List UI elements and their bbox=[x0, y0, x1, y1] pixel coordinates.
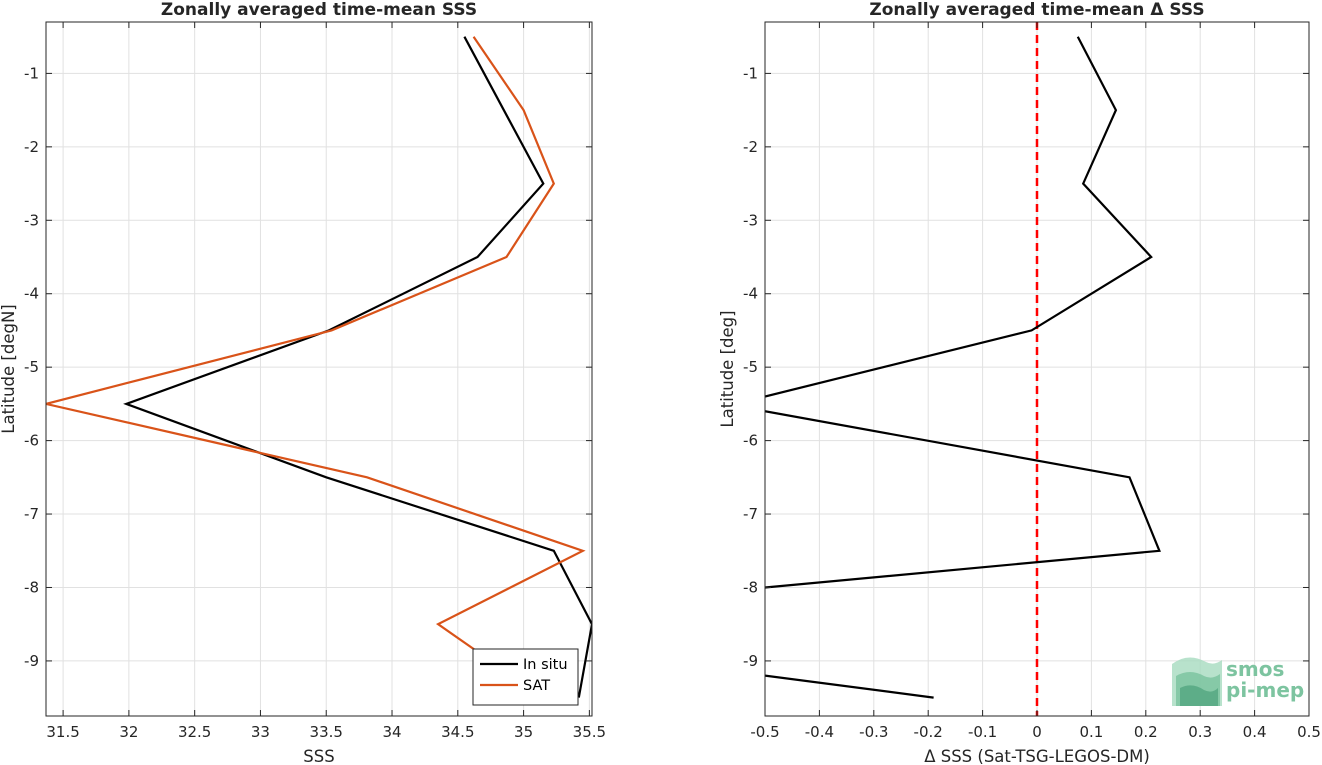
x-tick-label: -0.5 bbox=[750, 723, 779, 741]
x-tick-label: 35 bbox=[514, 723, 533, 741]
x-tick-label: 0 bbox=[1032, 723, 1042, 741]
x-tick-label: -0.2 bbox=[914, 723, 943, 741]
x-tick-label: 0.2 bbox=[1134, 723, 1158, 741]
y-tick-label: -5 bbox=[24, 358, 39, 376]
y-tick-label: -5 bbox=[743, 358, 758, 376]
y-tick-label: -9 bbox=[24, 652, 39, 670]
x-tick-label: 33.5 bbox=[310, 723, 343, 741]
sss-profile-chart: 31.5 32 32.5 33 33.5 34 34.5 35 35.5 -9 -8 -7 -6 -5 -4… bbox=[0, 0, 606, 765]
y-axis-label: Latitude [deg] bbox=[718, 310, 737, 427]
y-tick-label: -7 bbox=[24, 505, 39, 523]
x-tick-label: 34 bbox=[382, 723, 401, 741]
legend-label: SAT bbox=[523, 678, 550, 694]
y-tick-label: -7 bbox=[743, 505, 758, 523]
y-tick-label: -4 bbox=[24, 285, 39, 303]
x-tick-label: -0.1 bbox=[968, 723, 997, 741]
legend-label: In situ bbox=[523, 657, 568, 673]
y-tick-label: -1 bbox=[743, 64, 758, 82]
x-tick-label: 0.5 bbox=[1297, 723, 1321, 741]
x-tick-label: 34.5 bbox=[441, 723, 474, 741]
y-tick-label: -4 bbox=[743, 285, 758, 303]
chart-title: Zonally averaged time-mean Δ SSS bbox=[869, 0, 1204, 20]
series-line-in-situ bbox=[123, 36, 592, 698]
y-tick-label: -3 bbox=[24, 211, 39, 229]
series-line-0 bbox=[765, 410, 1161, 589]
y-tick-label: -3 bbox=[743, 211, 758, 229]
y-tick-label: -6 bbox=[24, 432, 39, 450]
y-tick-label: -1 bbox=[24, 64, 39, 82]
x-tick-label: 35.5 bbox=[573, 723, 606, 741]
y-tick-label: -2 bbox=[743, 138, 758, 156]
plot-content bbox=[765, 22, 1161, 716]
delta-sss-profile-chart: -0.5 -0.4 -0.3 -0.2 -0.1 0 0.1 0.2 0.3 0.4 0.5 -9 -8… bbox=[718, 0, 1321, 765]
y-tick-label: -6 bbox=[743, 432, 758, 450]
y-tick-label: -8 bbox=[743, 578, 758, 596]
y-axis-label: Latitude [degN] bbox=[0, 304, 18, 433]
series-line-sat bbox=[46, 36, 586, 662]
y-tick-label: -9 bbox=[743, 652, 758, 670]
legend: In situ SAT bbox=[472, 648, 579, 706]
x-tick-label: 0.1 bbox=[1079, 723, 1103, 741]
watermark-line2: pi-mep bbox=[1226, 678, 1304, 702]
x-tick-label: -0.4 bbox=[805, 723, 834, 741]
series-line-0 bbox=[765, 36, 1153, 398]
x-tick-label: 32 bbox=[119, 723, 138, 741]
x-tick-label: 0.3 bbox=[1188, 723, 1212, 741]
watermark-line1: smos bbox=[1226, 657, 1284, 681]
x-tick-label: 31.5 bbox=[46, 723, 79, 741]
smos-pi-mep-watermark: smos pi-mep bbox=[1172, 657, 1304, 706]
x-axis-label: Δ SSS (Sat-TSG-LEGOS-DM) bbox=[924, 747, 1150, 765]
x-tick-label: 32.5 bbox=[178, 723, 211, 741]
watermark-wave-icon bbox=[1172, 657, 1222, 706]
x-tick-label: 33 bbox=[251, 723, 270, 741]
series-line-0 bbox=[765, 674, 934, 699]
y-tick-label: -2 bbox=[24, 138, 39, 156]
chart-title: Zonally averaged time-mean SSS bbox=[161, 0, 477, 20]
x-axis-label: SSS bbox=[303, 747, 334, 765]
plot-content bbox=[46, 36, 592, 698]
legend-box bbox=[472, 648, 579, 706]
x-tick-label: -0.3 bbox=[859, 723, 888, 741]
x-tick-label: 0.4 bbox=[1243, 723, 1267, 741]
y-tick-label: -8 bbox=[24, 578, 39, 596]
axes-frame bbox=[45, 21, 593, 717]
plot-area bbox=[46, 22, 592, 716]
